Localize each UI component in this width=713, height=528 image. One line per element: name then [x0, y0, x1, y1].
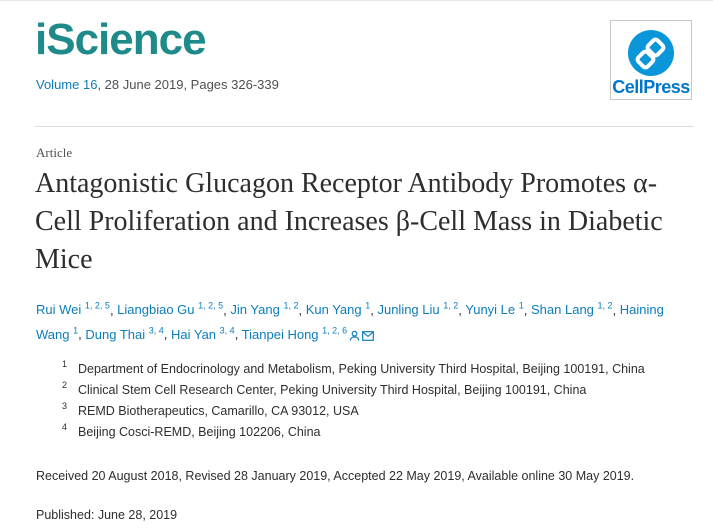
- author-item[interactable]: Shan Lang 1, 2: [531, 301, 613, 318]
- author-item[interactable]: Tianpei Hong 1, 2, 6: [241, 325, 375, 342]
- author-name[interactable]: Rui Wei: [36, 302, 82, 318]
- header-divider: [35, 126, 694, 127]
- person-icon[interactable]: [349, 326, 360, 347]
- article-history: Received 20 August 2018, Revised 28 Janu…: [36, 469, 635, 483]
- author-separator: ,: [223, 302, 231, 318]
- author-affiliation-refs[interactable]: 3, 4: [148, 325, 164, 336]
- cellpress-emblem-icon: [628, 30, 674, 76]
- author-affiliation-refs[interactable]: 1, 2, 5: [84, 301, 110, 311]
- author-item[interactable]: Rui Wei 1, 2, 5: [36, 301, 110, 318]
- affiliation-text: REMD Biotherapeutics, Camarillo, CA 9301…: [78, 404, 359, 418]
- journal-title[interactable]: iScience: [35, 15, 207, 64]
- affiliation-number: 1: [62, 359, 68, 369]
- article-type: Article: [36, 145, 73, 160]
- affiliation-number: 2: [62, 380, 68, 390]
- author-item[interactable]: Liangbiao Gu 1, 2, 5: [117, 301, 224, 318]
- author-name[interactable]: Junling Liu: [377, 302, 440, 318]
- author-item[interactable]: Jin Yang 1, 2: [230, 301, 299, 318]
- author-name[interactable]: Yunyi Le: [465, 302, 516, 318]
- author-item[interactable]: Haining Wang 1: [36, 302, 664, 341]
- author-affiliation-refs[interactable]: 1, 2: [283, 301, 299, 311]
- affiliation-text: Clinical Stem Cell Research Center, Peki…: [78, 383, 587, 397]
- affiliation-text: Department of Endocrinology and Metaboli…: [78, 362, 645, 376]
- affiliation-number: 4: [62, 422, 68, 432]
- author-separator: ,: [78, 326, 86, 342]
- cellpress-label: CellPress: [612, 77, 690, 97]
- author-name[interactable]: Kun Yang: [305, 302, 362, 318]
- author-separator: ,: [234, 326, 242, 342]
- author-name[interactable]: Haining Wang: [36, 302, 664, 342]
- author-item[interactable]: Hai Yan 3, 4: [170, 325, 235, 342]
- cellpress-logo[interactable]: CellPress: [610, 20, 692, 100]
- author-separator: ,: [370, 302, 378, 318]
- author-affiliation-refs[interactable]: 1: [518, 301, 524, 311]
- author-affiliation-refs[interactable]: 1: [365, 301, 371, 311]
- volume-link[interactable]: Volume 16: [36, 77, 98, 92]
- author-affiliation-refs[interactable]: 1, 2: [597, 301, 613, 311]
- author-affiliation-refs[interactable]: 1, 2, 5: [198, 301, 224, 311]
- author-list: Rui Wei 1, 2, 5, Liangbiao Gu 1, 2, 5, J…: [36, 296, 686, 347]
- author-separator: ,: [109, 302, 118, 318]
- author-name[interactable]: Tianpei Hong: [241, 326, 319, 342]
- author-item[interactable]: Dung Thai 3, 4: [85, 325, 164, 342]
- affiliation-number: 3: [62, 401, 68, 411]
- author-separator: ,: [612, 302, 620, 318]
- affiliation-text: Beijing Cosci-REMD, Beijing 102206, Chin…: [78, 425, 321, 439]
- author-affiliation-refs[interactable]: 1, 2: [443, 301, 459, 311]
- author-separator: ,: [163, 326, 171, 342]
- author-affiliation-refs[interactable]: 1, 2, 6: [322, 325, 348, 336]
- issue-info: , 28 June 2019, Pages 326-339: [97, 77, 279, 92]
- author-affiliation-refs[interactable]: 3, 4: [219, 325, 235, 336]
- article-title: Antagonistic Glucagon Receptor Antibody …: [35, 168, 663, 275]
- top-rule: [0, 0, 713, 1]
- author-separator: ,: [523, 302, 532, 318]
- envelope-icon[interactable]: [362, 326, 375, 347]
- author-name[interactable]: Jin Yang: [230, 302, 280, 318]
- author-name[interactable]: Shan Lang: [531, 302, 594, 318]
- author-separator: ,: [458, 302, 466, 318]
- author-affiliation-refs[interactable]: 1: [73, 325, 79, 336]
- author-item[interactable]: Yunyi Le 1: [465, 301, 524, 318]
- author-name[interactable]: Hai Yan: [170, 326, 217, 342]
- journal-meta: Volume 16, 28 June 2019, Pages 326-339: [36, 77, 279, 92]
- published-date: Published: June 28, 2019: [36, 508, 178, 522]
- author-item[interactable]: Junling Liu 1, 2: [377, 301, 459, 318]
- author-separator: ,: [298, 302, 306, 318]
- author-name[interactable]: Liangbiao Gu: [117, 302, 195, 318]
- author-item[interactable]: Kun Yang 1: [305, 301, 371, 318]
- author-name[interactable]: Dung Thai: [85, 326, 146, 342]
